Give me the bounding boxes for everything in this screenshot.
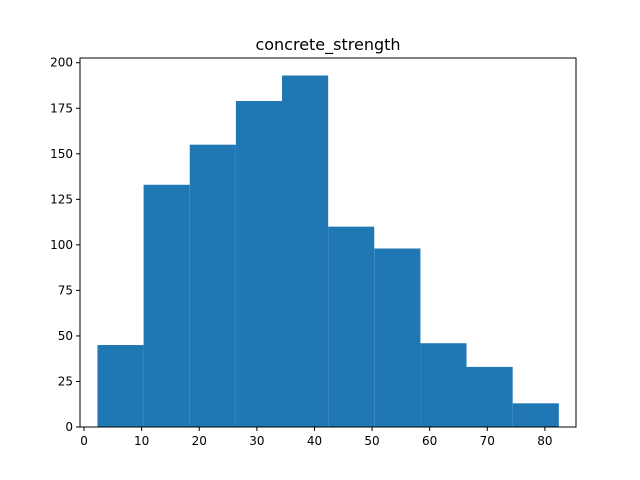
chart-title: concrete_strength	[255, 35, 400, 55]
x-tick-label: 80	[537, 434, 552, 448]
x-tick-label: 40	[307, 434, 322, 448]
histogram-bar	[420, 343, 467, 427]
histogram-bar	[282, 75, 329, 428]
x-tick-label: 50	[364, 434, 379, 448]
histogram-bar	[374, 248, 421, 427]
y-tick-label: 200	[50, 56, 73, 70]
histogram-bar	[466, 366, 513, 427]
x-tick-label: 10	[134, 434, 149, 448]
y-axis: 0 25 50 75 100 125 150 175 200	[50, 56, 80, 434]
histogram-bar	[512, 403, 559, 427]
y-tick-label: 75	[58, 283, 73, 297]
x-tick-label: 30	[249, 434, 264, 448]
histogram-bar	[97, 345, 144, 427]
y-tick-label: 125	[50, 192, 73, 206]
plot-frame	[79, 57, 577, 428]
bars-layer	[97, 75, 559, 428]
histogram-bar	[143, 184, 190, 427]
y-tick-label: 150	[50, 147, 73, 161]
y-tick-label: 175	[50, 101, 73, 115]
x-tick-label: 0	[80, 434, 88, 448]
histogram-bar	[235, 100, 283, 427]
histogram-bar	[328, 226, 375, 427]
y-tick-label: 0	[65, 420, 73, 434]
x-tick-label: 60	[422, 434, 437, 448]
y-tick-label: 50	[58, 329, 73, 343]
y-tick-label: 100	[50, 238, 73, 252]
x-axis: 0 10 20 30 40 50 60 70 80	[80, 427, 553, 448]
x-tick-label: 70	[480, 434, 495, 448]
histogram-bar	[189, 144, 236, 428]
x-tick-label: 20	[192, 434, 207, 448]
y-tick-label: 25	[58, 374, 73, 388]
